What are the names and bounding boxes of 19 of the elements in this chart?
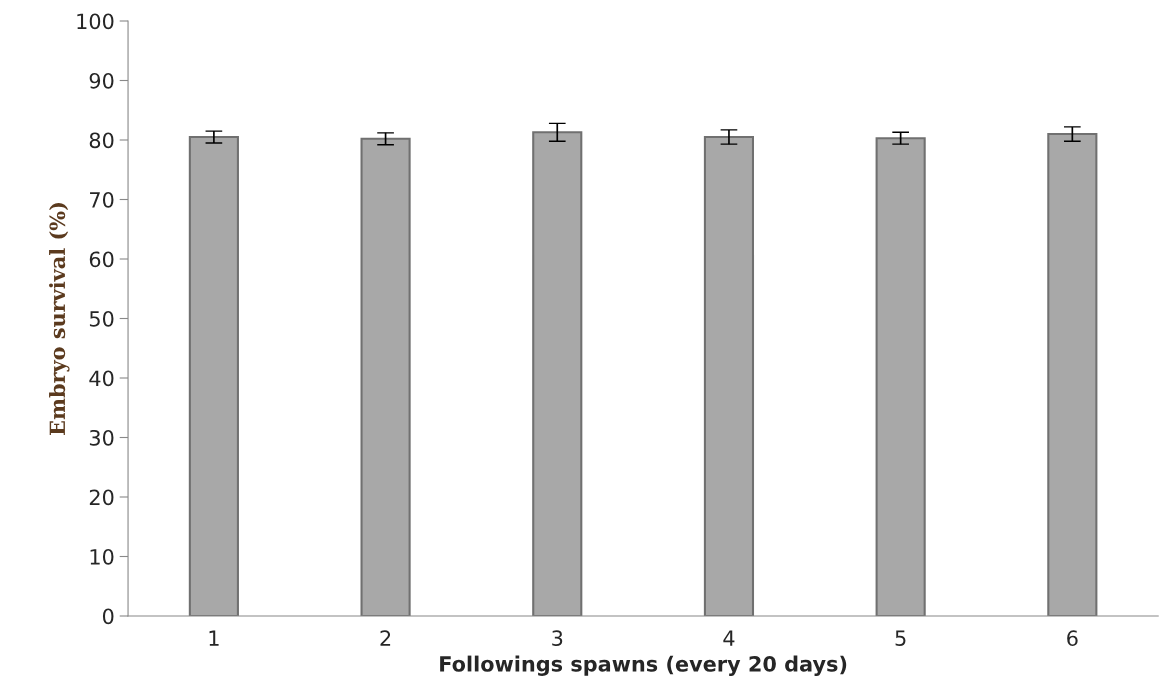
y-tick-label: 50 xyxy=(89,310,114,327)
y-tick-label: 30 xyxy=(89,429,114,446)
x-tick-label: 4 xyxy=(723,630,735,646)
x-tick-label: 6 xyxy=(1067,630,1078,647)
x-tick-label: 2 xyxy=(380,630,391,646)
y-tick-label: 0 xyxy=(102,608,114,625)
y-tick-label: 70 xyxy=(90,191,114,208)
y-tick-label: 100 xyxy=(77,13,114,30)
y-tick-label: 60 xyxy=(89,251,114,268)
y-tick-label: 90 xyxy=(89,72,114,89)
y-axis-title: Embryo survival (%) xyxy=(49,203,70,435)
y-tick-label: 20 xyxy=(89,489,114,506)
y-tick-label: 80 xyxy=(89,132,114,149)
x-tick-label: 5 xyxy=(895,630,906,647)
x-axis-title: Followings spawns (every 20 days) xyxy=(440,655,847,676)
y-tick-label: 40 xyxy=(89,370,114,387)
y-tick-label: 10 xyxy=(90,548,114,565)
x-tick-label: 1 xyxy=(209,630,219,646)
x-tick-label: 3 xyxy=(552,630,563,647)
